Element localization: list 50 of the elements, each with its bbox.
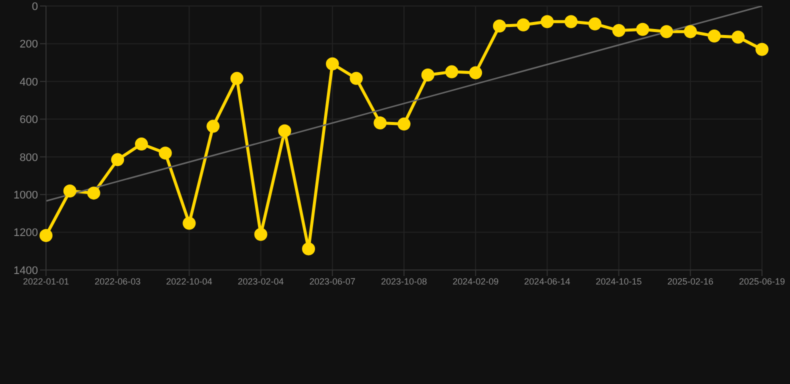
point — [350, 72, 363, 85]
point — [182, 216, 196, 230]
point — [111, 153, 124, 166]
point — [398, 118, 410, 131]
point — [756, 42, 768, 56]
x-tick-label: 2023-10-08 — [380, 276, 428, 286]
x-tick-label: 2023-06-07 — [309, 276, 356, 286]
point — [564, 15, 578, 28]
point — [278, 124, 292, 138]
y-tick-label: 1000 — [14, 189, 38, 202]
y-tick-label: 800 — [20, 152, 38, 164]
point — [87, 186, 100, 200]
x-tick-label: 2024-06-14 — [524, 276, 570, 286]
x-tick-label: 2022-06-03 — [94, 276, 141, 286]
x-tick-label: 2025-06-19 — [738, 276, 786, 286]
point — [230, 72, 244, 85]
point — [63, 184, 76, 198]
x-tick-label: 2023-02-04 — [238, 276, 284, 286]
point — [302, 242, 316, 256]
x-tick-label: 2022-10-04 — [166, 276, 212, 286]
point — [445, 65, 458, 78]
y-tick-label: 600 — [20, 114, 38, 126]
point — [40, 228, 52, 242]
point — [254, 228, 268, 241]
x-tick-label: 2025-02-16 — [667, 276, 714, 286]
y-tick-label: 400 — [20, 76, 38, 88]
y-tick-label: 1200 — [14, 227, 38, 240]
x-tick-label: 2024-10-15 — [596, 276, 642, 286]
x-tick-label: 2024-02-09 — [452, 276, 499, 286]
point — [326, 57, 339, 70]
point — [588, 17, 602, 30]
point — [421, 68, 434, 82]
point — [708, 29, 721, 42]
y-tick-label: 200 — [20, 38, 38, 51]
point — [684, 25, 697, 38]
x-tick-label: 2022-01-01 — [22, 276, 70, 286]
point — [134, 138, 148, 151]
point — [732, 30, 745, 44]
y-tick-label: 0 — [32, 0, 38, 13]
point — [660, 25, 674, 38]
point — [492, 19, 506, 32]
point — [612, 24, 626, 38]
point — [469, 66, 482, 80]
point — [636, 22, 650, 36]
point — [158, 146, 172, 160]
point — [374, 116, 387, 130]
point — [206, 120, 220, 133]
y-tick-label: 1400 — [14, 264, 38, 277]
point — [516, 18, 530, 32]
point — [540, 15, 554, 28]
